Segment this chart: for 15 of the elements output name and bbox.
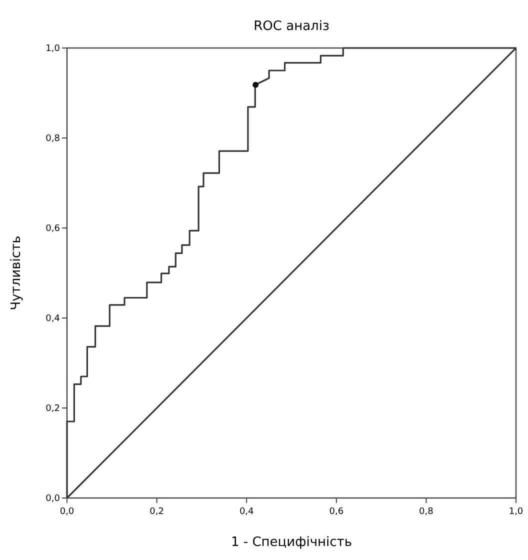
x-tick-label: 0,8 [419, 507, 434, 517]
x-tick-label: 0,2 [150, 507, 164, 517]
x-tick-label: 0,6 [329, 507, 344, 517]
y-axis-title: Чутливість [9, 236, 24, 310]
y-tick-label: 0,8 [46, 134, 60, 144]
x-tick-label: 1,0 [508, 507, 524, 517]
x-tick-label: 0,4 [239, 507, 254, 517]
y-tick-label: 0,6 [46, 224, 60, 234]
y-tick-label: 0,0 [46, 494, 60, 504]
y-tick-label: 1,0 [46, 44, 60, 54]
x-axis-title: 1 - Специфічність [231, 535, 352, 550]
y-tick-label: 0,4 [46, 314, 60, 324]
x-tick-label: 0,0 [60, 507, 74, 517]
chart-title: ROC аналіз [254, 19, 330, 34]
y-tick-label: 0,2 [46, 404, 60, 414]
